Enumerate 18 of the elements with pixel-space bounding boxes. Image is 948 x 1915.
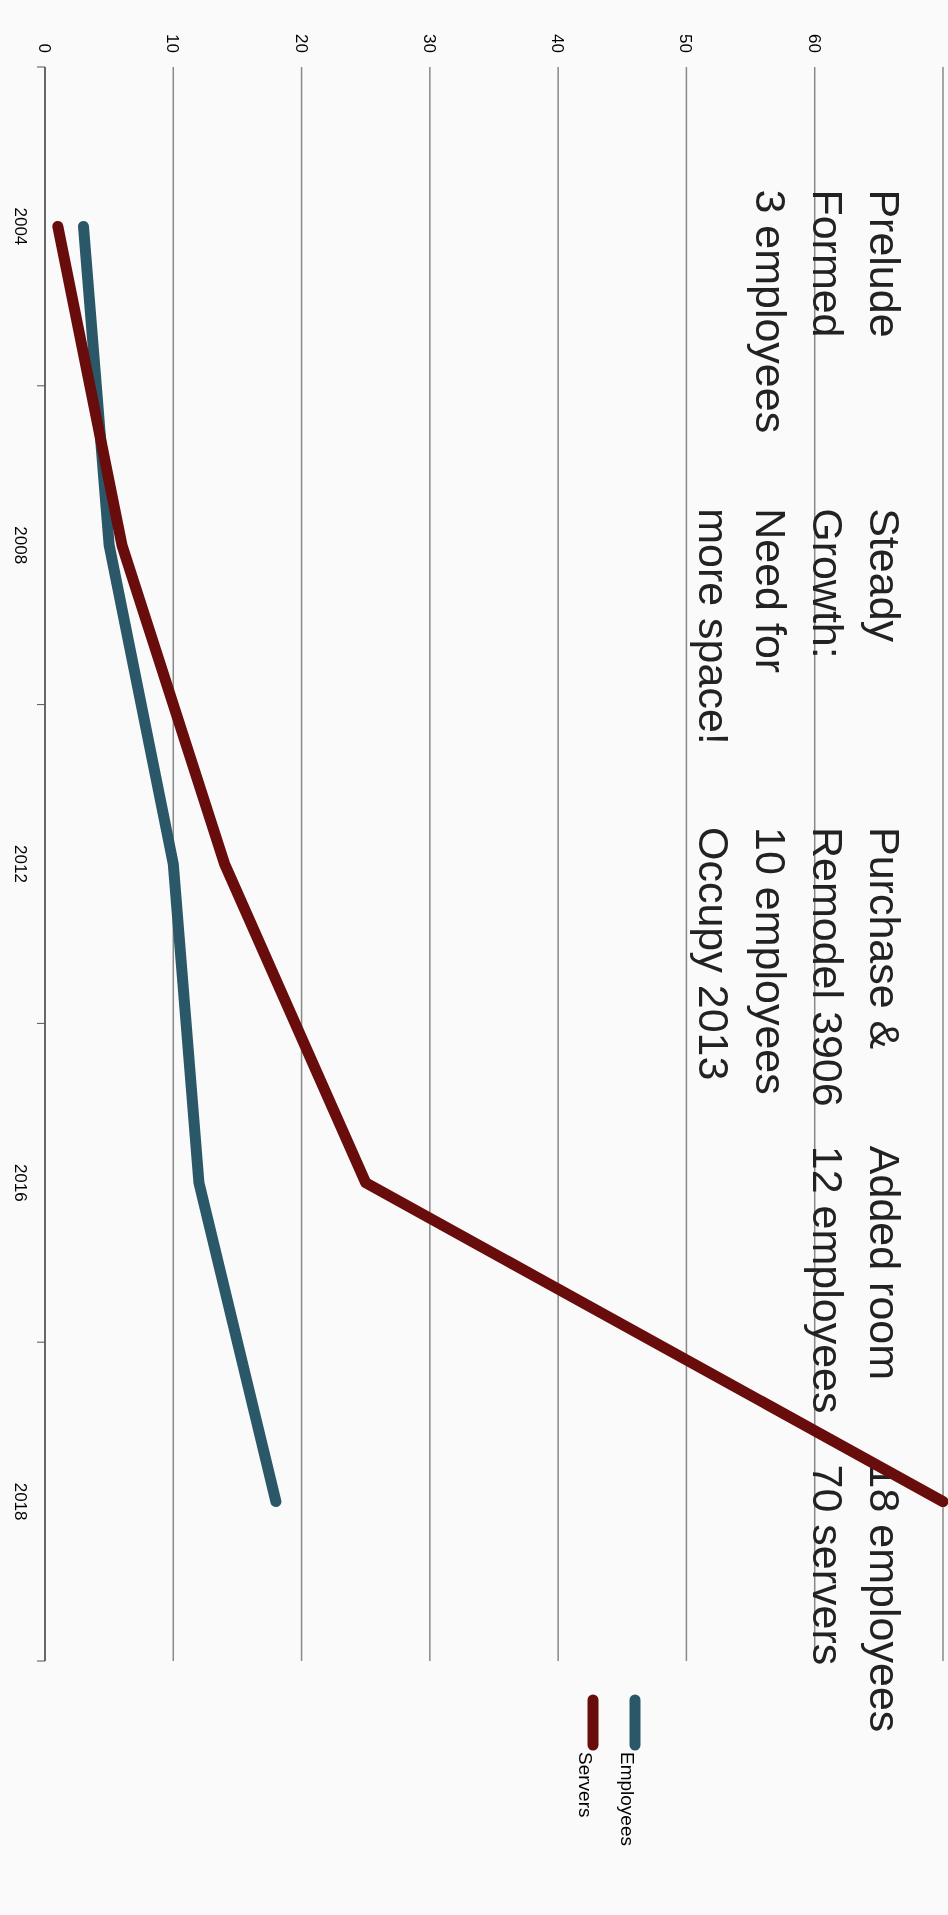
y-tick-label: 2004 [11,207,30,246]
legend-label: Servers [575,1752,596,1818]
y-tick-label: 2018 [11,1482,30,1521]
x-tick-label: 10 [163,34,183,53]
annotation: Prelude Formed 3 employees [747,189,909,434]
legend-label: Employees [617,1752,638,1846]
y-tick-label: 2008 [11,526,30,565]
annotation: Purchase & Remodel 3906 10 employees Occupy 2013 [690,827,909,1107]
x-tick-label: 50 [676,34,696,53]
x-tick-label: 60 [804,34,824,53]
annotation: Added room 12 employees [804,1145,909,1414]
y-tick-label: 2012 [11,845,30,883]
x-tick-label: 0 [35,43,55,53]
x-tick-label: 40 [548,34,568,53]
x-tick-label: 20 [291,34,311,53]
annotation: Steady Growth: Need for more space! [690,508,909,745]
x-tick-label: 30 [419,34,439,53]
y-tick-label: 2016 [11,1163,30,1202]
